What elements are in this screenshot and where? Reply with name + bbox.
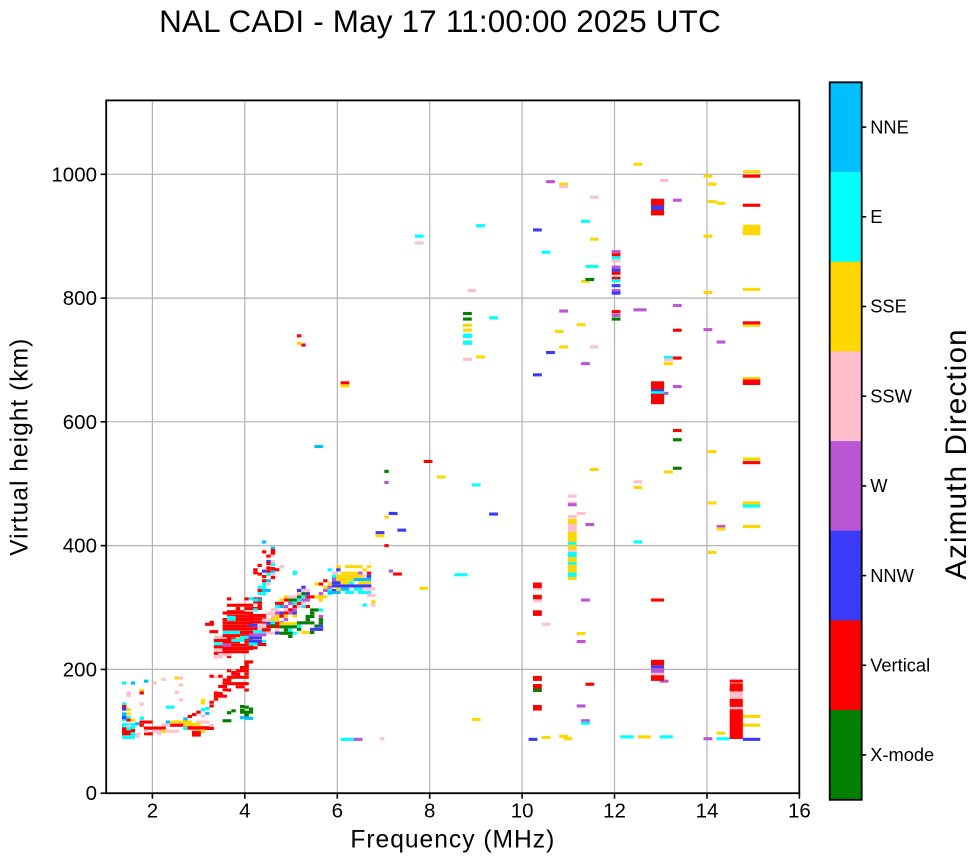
svg-text:X-mode: X-mode bbox=[870, 744, 934, 765]
svg-text:6: 6 bbox=[332, 799, 343, 822]
svg-text:NAL CADI - May 17 11:00:00 202: NAL CADI - May 17 11:00:00 2025 UTC bbox=[159, 4, 721, 39]
svg-text:Azimuth Direction: Azimuth Direction bbox=[940, 328, 972, 580]
svg-text:200: 200 bbox=[63, 658, 97, 681]
svg-text:SSW: SSW bbox=[870, 385, 912, 406]
svg-text:SSE: SSE bbox=[870, 296, 907, 317]
svg-text:0: 0 bbox=[86, 782, 97, 805]
svg-text:W: W bbox=[870, 475, 888, 496]
svg-text:2: 2 bbox=[147, 799, 158, 822]
svg-text:12: 12 bbox=[603, 799, 626, 822]
svg-text:Vertical: Vertical bbox=[870, 655, 930, 676]
svg-text:14: 14 bbox=[696, 799, 719, 822]
svg-text:Virtual height (km): Virtual height (km) bbox=[7, 338, 34, 556]
svg-text:400: 400 bbox=[63, 535, 97, 558]
svg-text:4: 4 bbox=[239, 799, 250, 822]
svg-text:10: 10 bbox=[511, 799, 534, 822]
svg-text:E: E bbox=[870, 206, 882, 227]
svg-text:8: 8 bbox=[424, 799, 435, 822]
svg-text:800: 800 bbox=[63, 287, 97, 310]
svg-text:600: 600 bbox=[63, 411, 97, 434]
svg-text:NNE: NNE bbox=[870, 116, 909, 137]
svg-text:Frequency (MHz): Frequency (MHz) bbox=[350, 827, 555, 854]
svg-text:1000: 1000 bbox=[51, 163, 97, 186]
svg-text:NNW: NNW bbox=[870, 565, 914, 586]
svg-text:16: 16 bbox=[788, 799, 811, 822]
